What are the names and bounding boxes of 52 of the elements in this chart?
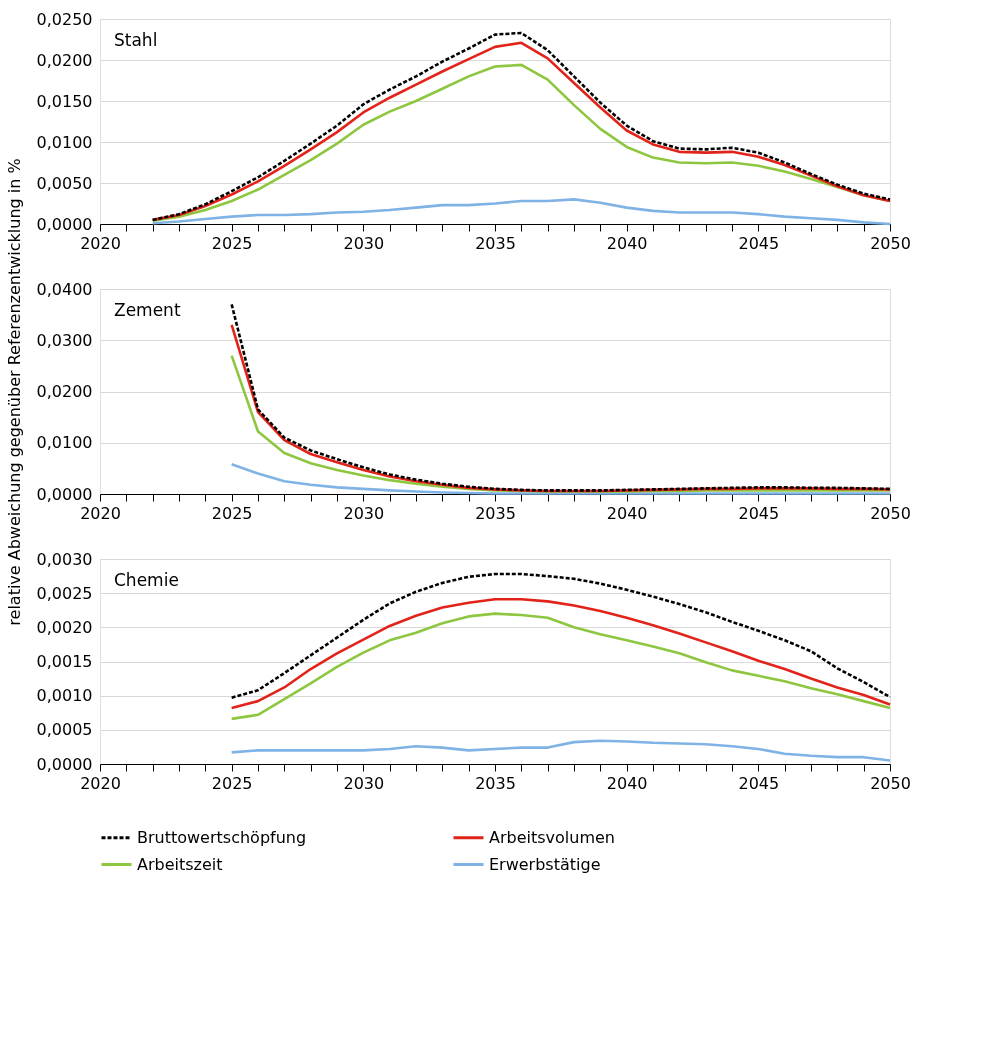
line-series <box>230 598 892 710</box>
y-tick-label: 0,0400 <box>36 279 93 299</box>
legend-label: Arbeitszeit <box>137 854 223 874</box>
y-tick-label: 0,0300 <box>36 330 93 350</box>
y-tick-label: 0,0005 <box>36 720 93 740</box>
x-tick-label: 2035 <box>475 503 516 523</box>
x-tick-label: 2030 <box>343 773 385 793</box>
x-tick-label: 2050 <box>870 503 911 523</box>
line-series <box>230 612 892 721</box>
y-tick-label: 0,0010 <box>36 686 93 706</box>
x-tick-label: 2045 <box>738 503 780 523</box>
text: Chemie <box>114 570 179 590</box>
y-tick-label: 0,0025 <box>36 583 93 603</box>
y-tick-label: 0,0000 <box>36 214 93 234</box>
line-series <box>230 739 892 762</box>
y-tick-label: 0,0030 <box>36 549 93 569</box>
x-tick-label: 2040 <box>606 773 648 793</box>
y-tick-label: 0,0100 <box>36 132 93 152</box>
x-tick-label: 2050 <box>870 773 911 793</box>
legend-label: Arbeitsvolumen <box>489 827 615 847</box>
x-tick-label: 2030 <box>343 503 385 523</box>
y-tick-label: 0,0015 <box>36 652 93 671</box>
y-tick-label: 0,0200 <box>36 382 93 401</box>
x-tick-label: 2035 <box>475 773 516 793</box>
y-tick-label: 0,0020 <box>36 617 93 637</box>
y-tick-label: 0,0200 <box>36 50 93 70</box>
y-tick-label: 0,0100 <box>36 433 93 453</box>
x-tick-label: 2050 <box>870 233 911 253</box>
y-tick-label: 0,0050 <box>36 173 93 193</box>
x-tick-label: 2025 <box>211 773 253 793</box>
x-tick-label: 2040 <box>606 233 648 253</box>
x-tick-label: 2020 <box>80 233 121 253</box>
line-series <box>151 198 892 226</box>
y-axis-title: relative Abweichung gegenüber Referenzentwicklung in % <box>4 158 24 626</box>
x-tick-label: 2045 <box>738 773 780 793</box>
y-tick-label: 0,0150 <box>36 91 93 111</box>
x-tick-label: 2020 <box>80 503 121 523</box>
x-tick-label: 2030 <box>343 233 385 253</box>
x-tick-label: 2035 <box>475 233 516 253</box>
x-tick-label: 2040 <box>606 503 648 523</box>
x-tick-label: 2045 <box>738 233 780 253</box>
x-tick-label: 2025 <box>211 503 253 523</box>
y-tick-label: 0,0000 <box>36 754 93 774</box>
x-tick-label: 2020 <box>80 773 121 793</box>
legend-label: Bruttowertschöpfung <box>137 827 307 847</box>
legend-label: Erwerbstätige <box>489 854 601 874</box>
text: Stahl <box>114 30 158 50</box>
text: Zement <box>114 300 181 320</box>
y-tick-label: 0,0250 <box>36 9 93 29</box>
x-tick-label: 2025 <box>211 233 253 253</box>
y-tick-label: 0,0000 <box>36 484 93 504</box>
line-series <box>230 462 892 495</box>
